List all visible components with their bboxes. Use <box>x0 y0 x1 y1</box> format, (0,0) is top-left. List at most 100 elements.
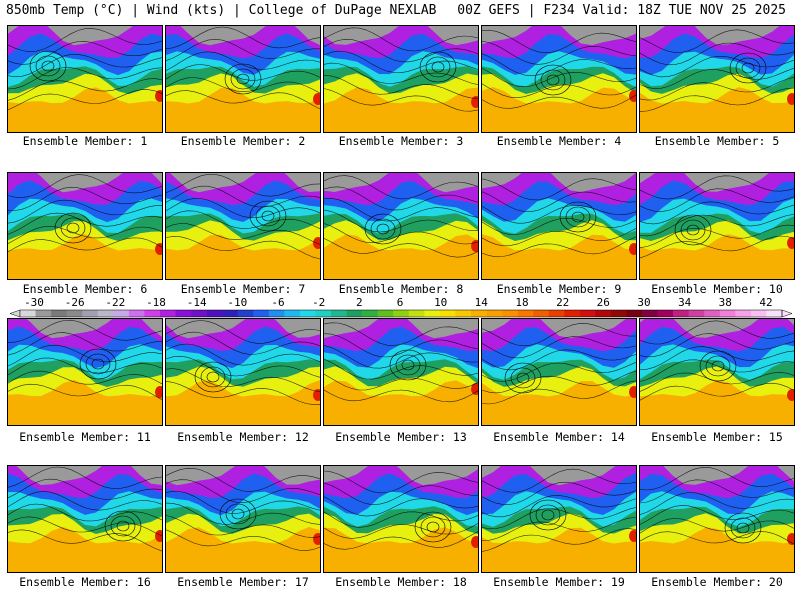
temperature-field <box>8 173 162 279</box>
colorbar-swatch <box>222 310 239 317</box>
colorbar-swatch <box>610 310 627 317</box>
ensemble-member-label: Ensemble Member: 11 <box>19 430 151 444</box>
colorbar-tick-label: 22 <box>556 296 569 309</box>
temperature-field <box>482 466 636 572</box>
colorbar-swatch <box>766 310 783 317</box>
colorbar-swatch <box>253 310 270 317</box>
ensemble-member-label: Ensemble Member: 12 <box>177 430 309 444</box>
chart-title: 850mb Temp (°C) | Wind (kts) | College o… <box>6 3 437 18</box>
colorbar-tick-label: 14 <box>475 296 489 309</box>
ensemble-member-label: Ensemble Member: 15 <box>651 430 783 444</box>
colorbar-graphic: -30 -26 -22 -18 -14 -10 -6 -2 2 6 10 14 18 22 26 30 34 38… <box>9 296 793 318</box>
temperature-field <box>8 319 162 425</box>
colorbar-tick-label: -14 <box>187 296 207 309</box>
temperature-field <box>640 26 794 132</box>
ensemble-member-label: Ensemble Member: 2 <box>180 134 306 148</box>
colorbar-swatch <box>548 310 565 317</box>
ensemble-member-label: Ensemble Member: 3 <box>338 134 464 148</box>
ensemble-member-label: Ensemble Member: 14 <box>493 430 625 444</box>
ensemble-member-map <box>481 318 637 426</box>
ensemble-member-label: Ensemble Member: 4 <box>496 134 622 148</box>
temperature-field <box>166 26 320 132</box>
colorbar-swatch <box>486 310 503 317</box>
colorbar-swatch <box>82 310 99 317</box>
ensemble-member-label: Ensemble Member: 8 <box>338 282 464 296</box>
ensemble-member-label: Ensemble Member: 16 <box>19 575 151 589</box>
temperature-field <box>324 173 478 279</box>
colorbar-swatch <box>470 310 487 317</box>
ensemble-member-map <box>7 25 163 133</box>
colorbar-swatch <box>424 310 441 317</box>
ensemble-member-map <box>639 25 795 133</box>
temperature-field <box>8 26 162 132</box>
colorbar-swatch <box>688 310 705 317</box>
ensemble-member-label: Ensemble Member: 20 <box>651 575 783 589</box>
colorbar-swatch <box>206 310 223 317</box>
ensemble-member-label: Ensemble Member: 5 <box>654 134 780 148</box>
colorbar-swatch <box>315 310 332 317</box>
colorbar-swatch <box>750 310 767 317</box>
temperature-field <box>8 466 162 572</box>
ensemble-member-label: Ensemble Member: 17 <box>177 575 309 589</box>
ensemble-member-label: Ensemble Member: 1 <box>22 134 148 148</box>
ensemble-member-map <box>481 172 637 280</box>
temperature-field <box>166 466 320 572</box>
temperature-field <box>324 319 478 425</box>
temperature-colorbar: -30 -26 -22 -18 -14 -10 -6 -2 2 6 10 14 18 22 26 30 34 38… <box>0 296 800 320</box>
temperature-field <box>640 173 794 279</box>
colorbar-swatch <box>35 310 52 317</box>
colorbar-tick-label: 6 <box>397 296 404 309</box>
colorbar-tick-label: -6 <box>271 296 284 309</box>
colorbar-swatch <box>533 310 550 317</box>
colorbar-swatch <box>175 310 192 317</box>
colorbar-swatch <box>657 310 674 317</box>
colorbar-swatch <box>20 310 36 317</box>
ensemble-member-map <box>7 465 163 573</box>
ensemble-member-label: Ensemble Member: 9 <box>496 282 622 296</box>
temperature-field <box>640 466 794 572</box>
colorbar-tick-label: -10 <box>227 296 247 309</box>
ensemble-member-map <box>7 172 163 280</box>
ensemble-member-map <box>481 25 637 133</box>
ensemble-member-map <box>323 318 479 426</box>
colorbar-swatch <box>66 310 83 317</box>
colorbar-swatch <box>626 310 643 317</box>
ensemble-member-map <box>323 25 479 133</box>
run-valid-time: 00Z GEFS | F234 Valid: 18Z TUE NOV 25 20… <box>457 3 786 18</box>
colorbar-swatch <box>51 310 67 317</box>
colorbar-swatch <box>128 310 145 317</box>
colorbar-tick-label: 10 <box>434 296 447 309</box>
colorbar-swatch <box>704 310 721 317</box>
temperature-field <box>640 319 794 425</box>
ensemble-member-map <box>323 172 479 280</box>
temperature-field <box>166 319 320 425</box>
ensemble-member-label: Ensemble Member: 18 <box>335 575 467 589</box>
colorbar-swatch <box>144 310 161 317</box>
ensemble-member-label: Ensemble Member: 6 <box>22 282 148 296</box>
temperature-field <box>482 26 636 132</box>
colorbar-tick-label: 2 <box>356 296 363 309</box>
colorbar-swatch <box>595 310 612 317</box>
temperature-field <box>482 319 636 425</box>
ensemble-member-map <box>7 318 163 426</box>
ensemble-member-map <box>639 465 795 573</box>
temperature-field <box>324 466 478 572</box>
ensemble-member-label: Ensemble Member: 7 <box>180 282 306 296</box>
ensemble-member-label: Ensemble Member: 10 <box>651 282 783 296</box>
temperature-field <box>324 26 478 132</box>
colorbar-swatch <box>362 310 378 317</box>
colorbar-tick-label: -18 <box>146 296 166 309</box>
ensemble-member-map <box>165 172 321 280</box>
temperature-field <box>482 173 636 279</box>
colorbar-tick-label: 38 <box>719 296 732 309</box>
colorbar-swatch <box>439 310 456 317</box>
ensemble-member-map <box>165 318 321 426</box>
ensemble-member-map <box>639 172 795 280</box>
temperature-field <box>166 173 320 279</box>
ensemble-member-map <box>165 25 321 133</box>
colorbar-swatch <box>719 310 736 317</box>
colorbar-swatch <box>642 310 658 317</box>
ensemble-member-label: Ensemble Member: 13 <box>335 430 467 444</box>
colorbar-max-arrow <box>781 309 793 318</box>
colorbar-min-arrow <box>9 309 21 318</box>
